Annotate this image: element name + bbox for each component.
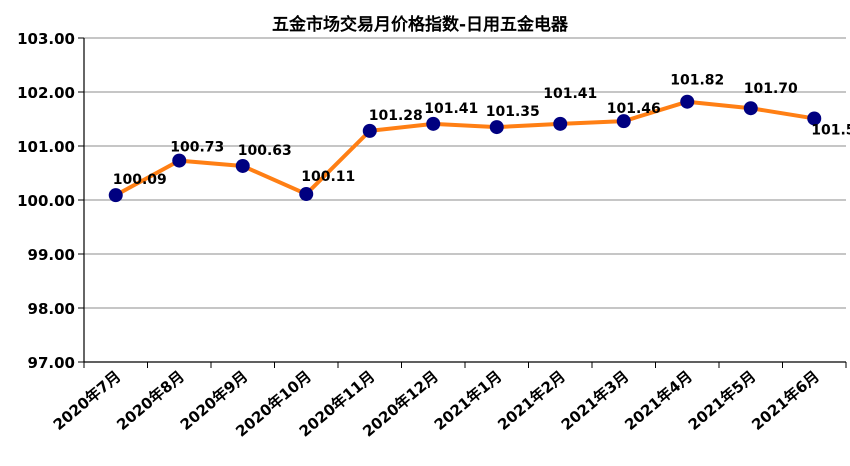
- x-tick-label: 2021年5月: [685, 367, 760, 434]
- y-tick-label: 102.00: [17, 84, 75, 102]
- y-tick-label: 98.00: [28, 300, 75, 318]
- data-point: [616, 114, 631, 129]
- data-point: [807, 111, 822, 126]
- data-label: 100.11: [301, 169, 355, 185]
- y-tick-label: 100.00: [17, 192, 75, 210]
- x-tick-label: 2021年6月: [748, 367, 823, 434]
- data-label: 101.41: [424, 101, 478, 117]
- data-label: 101.82: [670, 73, 724, 89]
- x-axis-ticks: 2020年7月2020年8月2020年9月2020年10月2020年11月202…: [50, 362, 847, 441]
- y-tick-label: 101.00: [17, 138, 75, 156]
- data-label: 100.73: [170, 140, 224, 156]
- data-point: [426, 116, 441, 131]
- data-label: 100.63: [238, 143, 292, 159]
- data-point: [680, 94, 695, 109]
- x-tick-label: 2020年7月: [50, 367, 125, 434]
- y-axis-ticks: 97.00 98.00 99.00 100.00 101.00 102.00 103.00: [17, 30, 84, 372]
- y-tick-label: 97.00: [28, 354, 75, 372]
- data-point: [235, 158, 250, 173]
- x-tick-label: 2020年8月: [113, 367, 188, 434]
- data-point: [362, 123, 377, 138]
- data-label: 101.35: [486, 104, 540, 120]
- x-tick-label: 2021年3月: [558, 367, 633, 434]
- data-point: [299, 187, 314, 202]
- y-tick-label: 99.00: [28, 246, 75, 264]
- data-label: 101.51: [811, 122, 850, 138]
- data-label: 101.70: [744, 81, 798, 97]
- y-tick-label: 103.00: [17, 30, 75, 48]
- x-tick-label: 2021年2月: [494, 367, 569, 434]
- data-point: [108, 188, 123, 203]
- series-group: [108, 94, 822, 203]
- x-tick-label: 2021年4月: [621, 367, 696, 434]
- data-label: 101.41: [543, 86, 597, 102]
- data-label: 100.09: [113, 172, 167, 188]
- data-label: 101.28: [369, 108, 423, 124]
- data-point: [553, 116, 568, 131]
- x-tick-label: 2021年1月: [431, 367, 506, 434]
- series-line: [114, 99, 815, 197]
- chart-title: 五金市场交易月价格指数-日用五金电器: [272, 14, 569, 35]
- data-label: 101.46: [607, 101, 661, 117]
- data-point: [743, 101, 758, 116]
- data-point: [172, 153, 187, 168]
- data-point: [489, 120, 504, 135]
- gridlines: [84, 37, 846, 363]
